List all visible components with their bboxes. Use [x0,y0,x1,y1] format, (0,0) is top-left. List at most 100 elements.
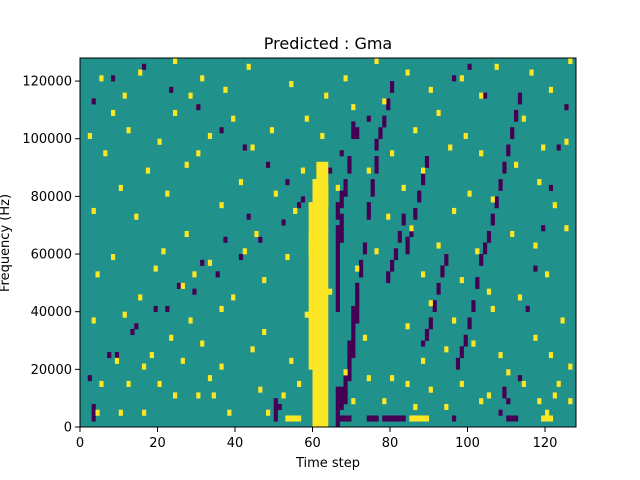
heatmap-cell-high [382,398,387,405]
heatmap-cell-low [328,167,333,174]
heatmap-cell-low [91,403,96,422]
heatmap-cell-high [219,202,224,209]
heatmap-cell-high [475,248,480,255]
heatmap-cell-high [219,305,224,312]
heatmap-cell-high [149,352,154,359]
y-tick-label: 0 [64,421,72,436]
heatmap-cell-low [153,305,158,312]
heatmap-cell-high [355,265,360,272]
heatmap-cell-low [483,92,488,99]
heatmap-cell-high [541,415,546,422]
heatmap-cell-high [459,380,464,387]
x-tick-label: 80 [382,436,399,451]
heatmap-cell-low [130,328,135,336]
heatmap-cell-high [200,75,205,82]
heatmap-cell-low [463,334,468,347]
x-tick-label: 20 [149,436,166,451]
heatmap-cell-low [335,202,340,220]
heatmap-cell-low [514,415,519,422]
heatmap-cell-high [281,392,286,399]
heatmap-cell-low [359,259,364,278]
heatmap-cell-low [517,92,523,105]
heatmap-cell-low [347,415,352,422]
heatmap-cell-high [552,392,557,399]
heatmap-cell-high [312,248,317,312]
heatmap-cell-high [568,363,573,370]
heatmap-cell-high [479,92,484,99]
heatmap-cell-high [118,409,123,416]
y-tick-label: 120000 [22,75,72,90]
heatmap-cell-high [122,311,127,318]
heatmap-cell-low [258,236,263,243]
heatmap-cell-high [548,86,554,93]
heatmap-cell-low [335,225,340,312]
heatmap-cell-low [386,98,391,111]
heatmap-cell-high [351,398,356,405]
heatmap-cell-low [343,415,348,422]
heatmap-cell-high [413,127,418,134]
heatmap-cell-high [374,58,379,65]
y-tick-label: 60000 [31,248,72,263]
heatmap-cell-low [378,127,383,140]
heatmap-cell-high [506,369,511,376]
heatmap-cell-low [417,190,422,203]
heatmap-cell-high [95,271,100,278]
heatmap-cell-high [169,334,174,341]
heatmap-cell-high [161,248,166,255]
heatmap-cell-low [517,375,523,382]
heatmap-cell-high [436,242,441,249]
heatmap-cell-low [455,357,461,370]
heatmap-cell-high [297,415,302,422]
heatmap-cell-low [366,115,371,122]
heatmap-cell-high [421,271,426,278]
heatmap-cell-low [510,415,515,422]
heatmap-cell-low [339,190,344,209]
heatmap-cell-low [506,398,511,405]
heatmap-cell-high [180,357,185,364]
heatmap-cell-high [401,184,406,191]
heatmap-cell-high [99,75,104,82]
heatmap-cell-high [219,363,224,370]
heatmap-cell-low [91,98,96,105]
heatmap-cell-high [118,184,123,191]
heatmap-cell-low [471,300,476,312]
heatmap-cell-low [277,403,282,411]
heatmap-cell-low [281,219,286,226]
heatmap-cell-high [514,161,519,168]
heatmap-cell-low [355,127,360,140]
heatmap-cell-high [173,109,178,116]
heatmap-cell-low [498,179,503,191]
heatmap-cell-low [366,415,371,422]
heatmap-cell-high [328,288,333,295]
heatmap-cell-low [285,179,290,186]
heatmap-cell-high [173,58,178,65]
heatmap-cell-low [413,207,418,220]
heatmap-cell-high [428,86,433,93]
heatmap-cell-high [428,300,433,307]
heatmap-cell-high [196,392,201,399]
heatmap-cell-high [560,317,565,324]
heatmap-cell-high [126,127,131,134]
heatmap-cell-high [444,346,449,353]
heatmap-cell-low [459,346,464,359]
heatmap-cell-low [421,173,426,186]
heatmap-cell-low [297,202,302,209]
heatmap-cell-high [320,179,325,220]
heatmap-cell-high [285,254,290,261]
heatmap-cell-high [207,132,213,140]
heatmap-cell-low [444,254,449,266]
heatmap-cell-high [545,415,550,422]
heatmap-cell-low [440,265,445,278]
heatmap-cell-low [223,236,228,243]
heatmap-cell-low [200,259,205,266]
heatmap-cell-high [320,132,325,140]
heatmap-cell-low [424,156,430,168]
x-tick-label: 40 [227,436,244,451]
heatmap-cell-low [486,230,492,243]
heatmap-cell-low [374,156,379,174]
heatmap-cell-low [494,196,499,209]
x-tick-label: 120 [533,436,558,451]
heatmap-cell-high [227,409,232,416]
plot-area [79,57,577,428]
heatmap-cell-high [269,127,275,134]
